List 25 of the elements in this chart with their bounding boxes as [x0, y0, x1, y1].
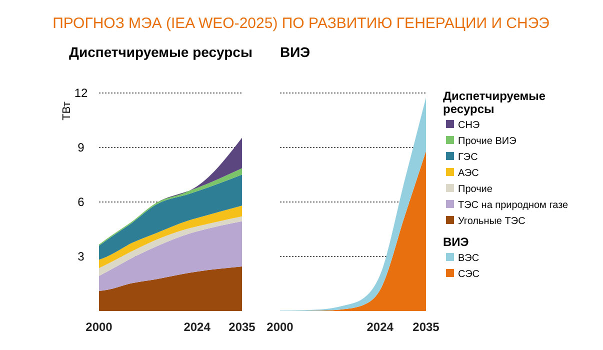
legend-label: ГЭС — [458, 152, 478, 163]
legend-label: Прочие — [458, 184, 493, 195]
legend-label: Прочие ВИЭ — [458, 136, 516, 147]
y-axis-title: ТВт — [61, 102, 73, 120]
x-tick-label: 2024 — [184, 320, 211, 334]
x-tick-label: 2000 — [86, 320, 113, 334]
x-tick-label: 2000 — [266, 320, 294, 334]
chart-subtitle: Диспетчируемые ресурсы — [69, 44, 252, 60]
y-tick-label: 12 — [74, 86, 88, 100]
text: ПРОГНОЗ МЭА (IEA WEO-2025) ПО РАЗВИТИЮ ГЕНЕРАЦИИ И СНЭЭ — [52, 15, 550, 32]
x-tick-label: 2024 — [366, 320, 394, 334]
legend-label: АЭС — [458, 168, 479, 179]
legend-label: ТЭС на природном газе — [458, 200, 569, 211]
legend-label: СНЭ — [458, 120, 480, 131]
y-tick-label: 9 — [78, 140, 85, 155]
chart-subtitle: ВИЭ — [280, 44, 310, 60]
legend-title: Диспетчируемые ресурсы — [443, 89, 546, 116]
legend-label: Угольные ТЭС — [458, 216, 526, 227]
x-tick-label: 2035 — [228, 320, 256, 334]
legend-label: ВЭС — [458, 253, 480, 264]
y-tick-label: 3 — [78, 250, 85, 264]
y-tick-label: 6 — [78, 195, 85, 210]
x-tick-label: 2035 — [412, 320, 440, 334]
legend-title: ВИЭ — [443, 235, 470, 249]
legend-label: СЭС — [458, 269, 480, 280]
